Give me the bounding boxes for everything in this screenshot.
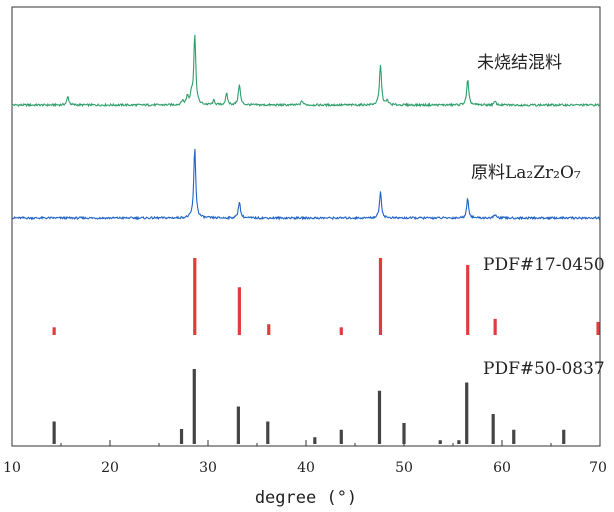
x-tick-label: 50 — [395, 460, 413, 476]
plot-frame — [11, 6, 601, 447]
x-tick-label: 70 — [589, 460, 607, 476]
x-tick-label: 10 — [3, 460, 21, 476]
x-tick-label: 30 — [199, 460, 217, 476]
series-layer — [11, 34, 601, 444]
series-label-2: 原料La₂Zr₂O₇ — [471, 163, 581, 183]
diffraction-line — [11, 148, 601, 221]
series-label-4: PDF#50-0837 — [483, 359, 605, 379]
series-labels: 未烧结混料 原料La₂Zr₂O₇ PDF#17-0450 PDF#50-0837 — [471, 53, 605, 379]
x-tick-label: 40 — [297, 460, 315, 476]
x-axis-title: degree (°) — [255, 488, 357, 508]
x-axis-ticks: 10 20 30 40 50 60 70 — [3, 460, 607, 476]
diffraction-line — [11, 34, 601, 108]
series-label-3: PDF#17-0450 — [483, 255, 605, 275]
series-label-1: 未烧结混料 — [477, 53, 562, 73]
x-tick-label: 20 — [101, 460, 119, 476]
x-tick-label: 60 — [493, 460, 511, 476]
